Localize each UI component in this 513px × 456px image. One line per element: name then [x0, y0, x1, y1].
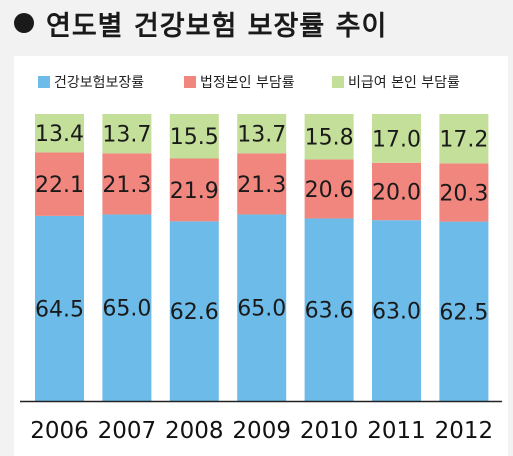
x-tick-label: 2008 [165, 418, 224, 444]
bar-segment-2011-1 [372, 220, 421, 401]
bar-segment-2011-3 [372, 114, 421, 163]
x-tick-label: 2011 [367, 418, 426, 444]
value-label: 13.7 [102, 123, 151, 148]
bar-segment-2012-1 [439, 221, 489, 401]
value-label: 21.3 [237, 173, 286, 198]
legend-item-2: 법정본인 부담률 [184, 75, 295, 91]
value-label: 20.3 [439, 181, 488, 206]
bar-segment-2007-2 [102, 153, 152, 215]
value-label: 62.5 [439, 300, 488, 325]
bar-segment-2009-1 [237, 214, 287, 401]
bullet-icon [14, 13, 34, 33]
legend-label: 법정본인 부담률 [200, 75, 295, 91]
value-label: 20.6 [305, 178, 354, 203]
value-label: 15.5 [170, 125, 219, 150]
bar-segment-2010-3 [304, 114, 354, 160]
legend-label: 건강보험보장률 [54, 75, 144, 91]
bar-segment-2012-2 [439, 163, 489, 222]
legend-item-1: 건강보험보장률 [38, 75, 144, 91]
bar-segment-2010-2 [304, 159, 354, 219]
bar-segment-2008-1 [169, 221, 219, 401]
x-tick-label: 2006 [30, 418, 89, 444]
value-label: 13.7 [237, 123, 286, 148]
value-label: 63.0 [372, 300, 421, 325]
value-label: 20.0 [372, 180, 421, 205]
value-label: 17.2 [439, 128, 488, 153]
bar-segment-2012-3 [439, 114, 489, 164]
value-label: 21.3 [102, 173, 151, 198]
bar-segment-2011-2 [372, 162, 421, 221]
value-label: 17.0 [372, 127, 421, 152]
x-tick-label: 2009 [232, 418, 291, 444]
legend-swatch [184, 76, 196, 88]
value-label: 15.8 [305, 126, 354, 151]
bar-segment-2006-1 [35, 215, 84, 401]
value-label: 22.1 [35, 173, 84, 198]
bar-segment-2007-1 [102, 214, 152, 401]
bar-segment-2006-3 [35, 114, 84, 153]
title-bar: 연도별 건강보험 보장률 추이 [0, 0, 513, 46]
value-label: 65.0 [102, 297, 151, 322]
bar-segment-2008-3 [169, 114, 219, 159]
legend-swatch [38, 76, 50, 88]
x-tick-label: 2007 [98, 418, 157, 444]
legend-item-3: 비급여 본인 부담률 [332, 75, 460, 91]
value-label: 65.0 [237, 297, 286, 322]
bar-segment-2010-1 [304, 218, 354, 401]
value-label: 63.6 [305, 299, 354, 324]
legend-swatch [332, 76, 344, 88]
value-label: 62.6 [170, 300, 219, 325]
stacked-bar-chart: 건강보험보장률 법정본인 부담률 비급여 본인 부담률 64.5 22.1 13.4 200… [20, 75, 502, 444]
legend-label: 비급여 본인 부담률 [348, 75, 460, 91]
bar-segment-2009-3 [237, 114, 287, 154]
value-label: 64.5 [35, 297, 84, 322]
bar-segment-2009-2 [237, 153, 287, 215]
x-tick-label: 2012 [435, 418, 494, 444]
x-tick-label: 2010 [300, 418, 359, 444]
value-label: 21.9 [170, 179, 219, 204]
chart-title: 연도별 건강보험 보장률 추이 [46, 10, 388, 42]
bar-segment-2007-3 [102, 114, 152, 154]
chart-panel: 건강보험보장률 법정본인 부담률 비급여 본인 부담률 64.5 22.1 13.4 200… [14, 56, 508, 456]
value-label: 13.4 [35, 122, 84, 147]
bar-segment-2006-2 [35, 152, 84, 216]
bar-segment-2008-2 [169, 158, 219, 222]
